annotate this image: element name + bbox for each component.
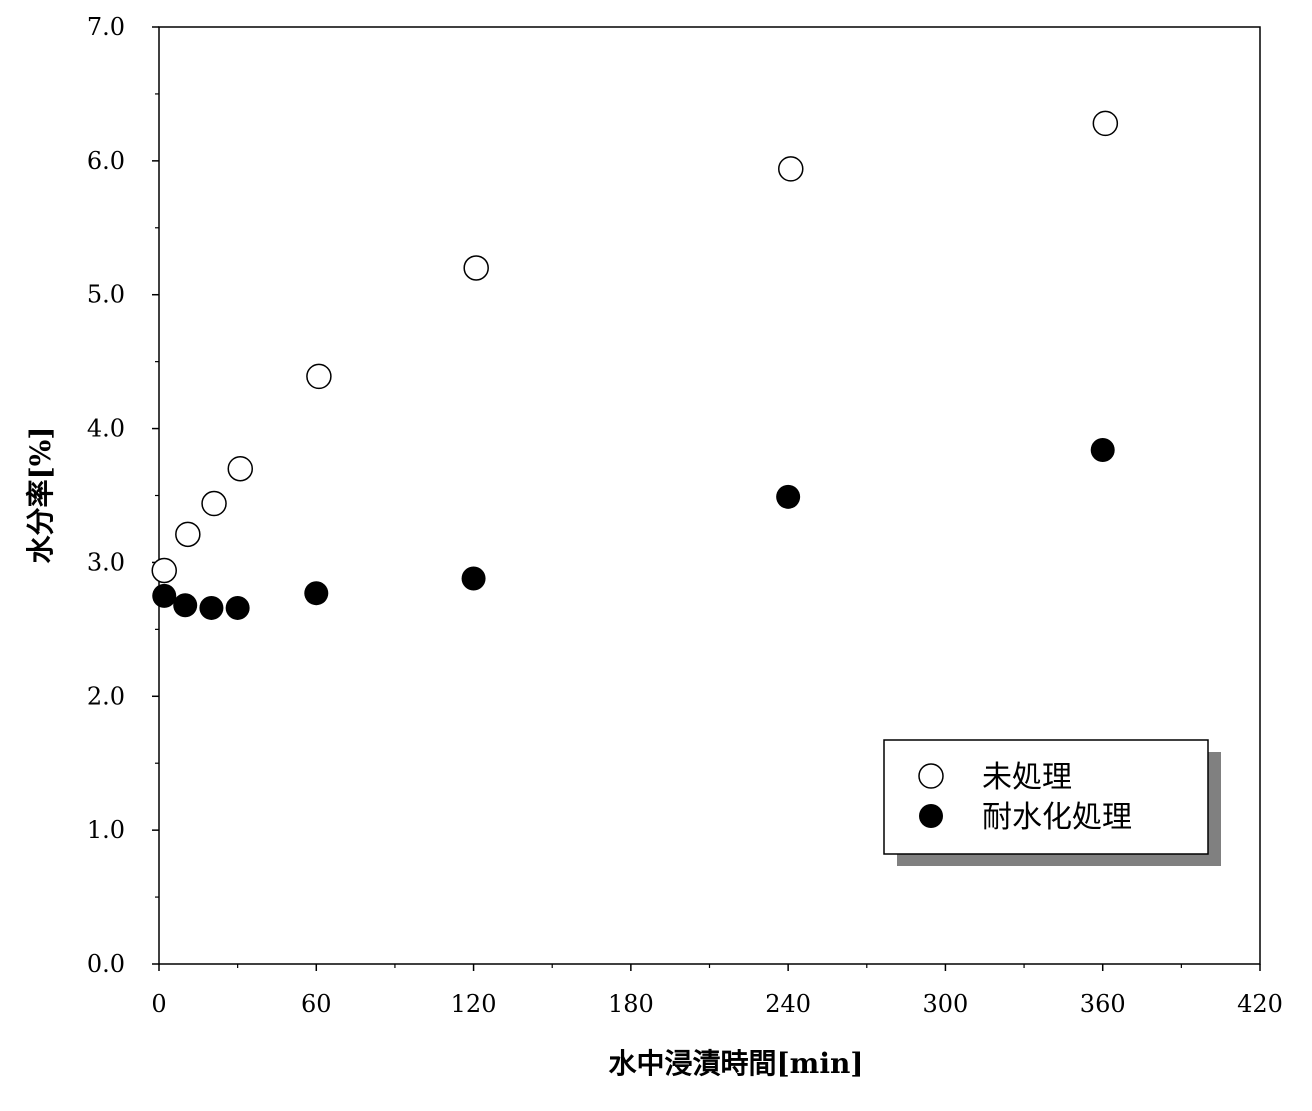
- y-axis-title: 水分率[%]: [24, 426, 57, 563]
- data-point-waterproofed: [304, 581, 329, 606]
- x-axis: 0 60 120 180 240 300 360 420: [151, 964, 1283, 1018]
- y-tick-label: 2.0: [87, 682, 125, 710]
- y-tick-label: 0.0: [87, 950, 125, 978]
- data-point-waterproofed: [461, 566, 486, 591]
- data-point-waterproofed: [199, 595, 224, 620]
- x-tick-label: 240: [765, 990, 811, 1018]
- data-point-untreated: [175, 521, 201, 548]
- data-point-untreated: [201, 490, 227, 517]
- data-point-waterproofed: [1090, 437, 1115, 462]
- x-axis-title: 水中浸漬時間[min]: [608, 1047, 863, 1080]
- data-point-untreated: [463, 255, 489, 281]
- x-tick-label: 180: [608, 990, 654, 1018]
- x-tick-label: 360: [1080, 990, 1126, 1018]
- y-axis: 0.0 1.0 2.0 3.0 4.0 5.0 6.0 7.0: [87, 13, 159, 978]
- y-tick-label: 3.0: [87, 548, 125, 576]
- x-tick-label: 60: [301, 990, 332, 1018]
- y-tick-label: 6.0: [87, 147, 125, 175]
- legend-label-untreated: 未処理: [982, 760, 1072, 795]
- data-point-untreated: [778, 156, 804, 182]
- x-tick-label: 300: [923, 990, 969, 1018]
- legend-filled-circle-marker: [919, 804, 943, 828]
- y-tick-label: 4.0: [87, 415, 125, 443]
- x-tick-label: 420: [1237, 990, 1283, 1018]
- data-point-untreated: [306, 363, 332, 390]
- y-tick-label: 7.0: [87, 13, 125, 41]
- y-tick-label: 5.0: [87, 281, 125, 309]
- y-tick-label: 1.0: [87, 816, 125, 844]
- data-point-untreated: [227, 455, 254, 482]
- data-point-untreated: [151, 557, 177, 584]
- legend-open-circle-marker: [918, 763, 944, 789]
- data-point-waterproofed: [173, 593, 198, 618]
- data-points: [151, 110, 1119, 620]
- data-point-waterproofed: [776, 484, 801, 509]
- data-point-waterproofed: [152, 583, 177, 608]
- x-tick-label: 0: [151, 990, 166, 1018]
- legend-label-waterproofed: 耐水化処理: [982, 800, 1132, 835]
- data-point-waterproofed: [225, 595, 250, 620]
- legend-box: [883, 739, 1209, 855]
- legend: 未処理 耐水化処理: [883, 739, 1221, 866]
- x-tick-label: 120: [451, 990, 497, 1018]
- data-point-untreated: [1092, 110, 1119, 137]
